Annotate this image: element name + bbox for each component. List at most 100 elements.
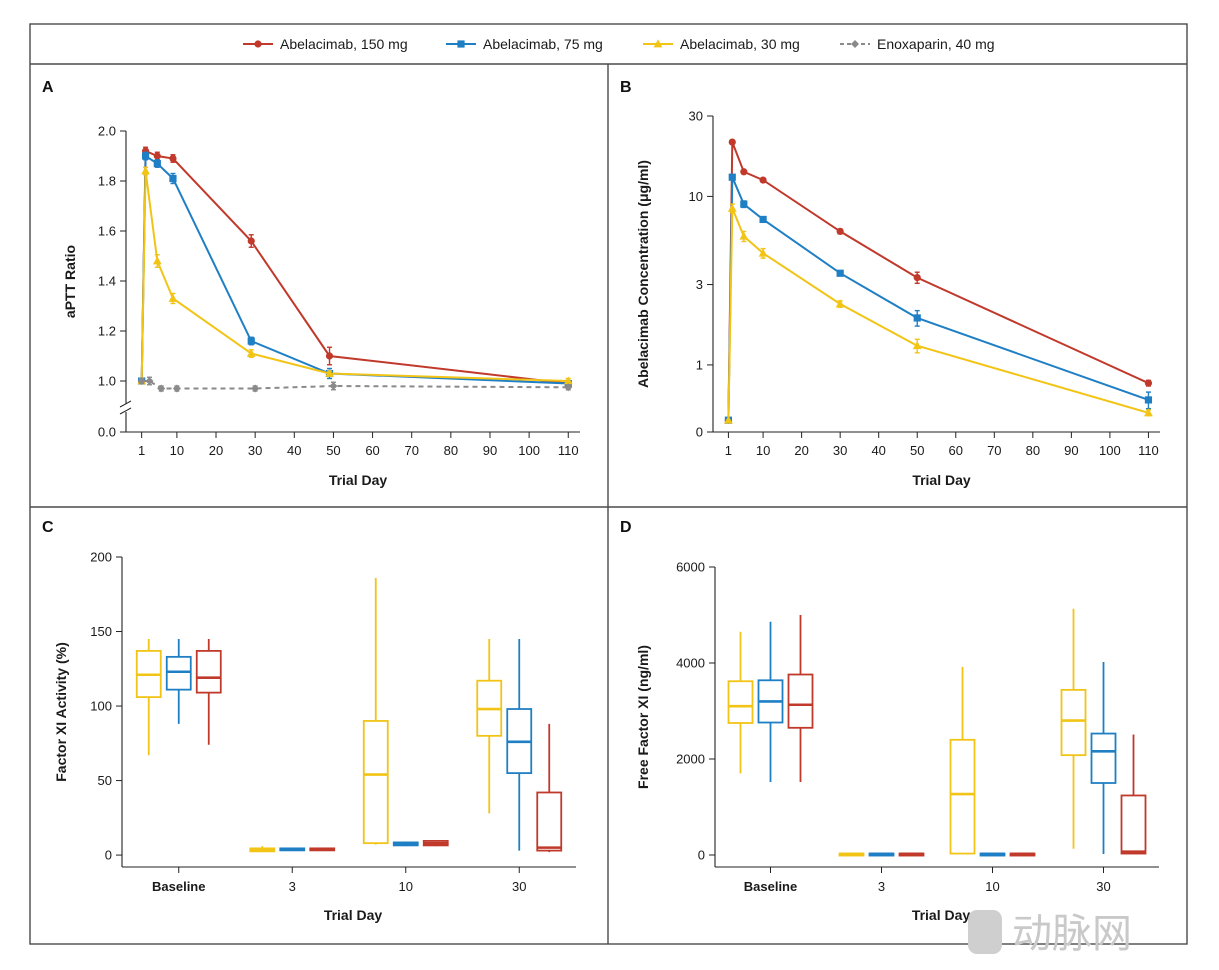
x-tick-label: 3 — [878, 879, 885, 894]
x-tick-label: Baseline — [152, 879, 205, 894]
data-point — [153, 152, 161, 160]
x-tick-label: 110 — [1138, 443, 1159, 458]
series — [137, 166, 573, 385]
watermark: 动脉网 — [968, 910, 1132, 956]
data-point — [739, 231, 749, 240]
legend-label: Abelacimab, 150 mg — [280, 36, 408, 52]
panel-label: A — [42, 79, 54, 96]
data-point — [169, 154, 177, 163]
data-point — [1144, 408, 1153, 417]
data-point — [153, 159, 161, 168]
x-tick-label: 50 — [326, 443, 340, 458]
data-point — [329, 382, 338, 390]
data-point — [246, 348, 256, 357]
x-axis-title: Trial Day — [912, 472, 971, 488]
box-plot — [949, 666, 976, 855]
x-tick-label: 100 — [518, 443, 540, 458]
legend: Abelacimab, 150 mg Abelacimab, 75 mg Abela… — [243, 36, 995, 52]
x-tick-label: 30 — [833, 443, 847, 458]
series-line — [140, 154, 569, 385]
data-point — [836, 269, 844, 277]
watermark-text: 动脉网 — [1012, 912, 1132, 956]
x-axis-title: Trial Day — [324, 907, 383, 923]
legend-marker — [653, 39, 663, 48]
x-tick-label: 40 — [871, 443, 885, 458]
panel-c: C 0 50 100 150 200 Baseline 3 10 30 Trial Day Facto… — [42, 519, 576, 923]
box-plot — [1060, 608, 1087, 849]
data-point — [759, 176, 767, 184]
panel-label: C — [42, 519, 54, 536]
series — [137, 376, 573, 393]
x-tick-label: 40 — [287, 443, 301, 458]
box-body — [362, 720, 389, 845]
box-plot — [279, 847, 306, 852]
legend-marker — [851, 40, 859, 48]
x-tick-label: 70 — [987, 443, 1001, 458]
x-tick-label: 30 — [1096, 879, 1110, 894]
data-point — [913, 273, 921, 282]
data-point — [835, 299, 845, 308]
data-point — [137, 377, 146, 385]
y-tick-label: 150 — [90, 624, 112, 639]
legend-label: Abelacimab, 30 mg — [680, 36, 800, 52]
box-plot — [979, 852, 1006, 857]
y-tick-label: 1.8 — [98, 174, 116, 189]
y-axis-title: aPTT Ratio — [62, 245, 78, 318]
data-point — [758, 248, 768, 257]
box-body — [536, 791, 563, 852]
data-point — [251, 384, 260, 393]
y-tick-label: 6000 — [676, 560, 705, 575]
y-tick-label: 0 — [696, 425, 703, 440]
y-tick-label: 4000 — [676, 656, 705, 671]
box-plot — [868, 852, 895, 857]
data-point — [740, 200, 748, 208]
box-plot — [392, 841, 419, 847]
box-plot — [309, 847, 336, 852]
y-tick-label: 1 — [696, 357, 703, 372]
box-plot — [1090, 662, 1117, 855]
legend-item: Abelacimab, 75 mg — [446, 36, 603, 52]
data-point — [141, 152, 150, 160]
y-tick-label: 30 — [689, 109, 703, 124]
data-point — [1144, 379, 1153, 387]
y-axis-title: Factor XI Activity (%) — [53, 642, 69, 782]
x-axis-title: Trial Day — [912, 907, 971, 923]
box-body — [727, 680, 754, 724]
box-body — [1090, 732, 1117, 784]
x-tick-label: 60 — [949, 443, 963, 458]
data-point — [728, 173, 736, 181]
y-tick-label: 0 — [698, 848, 705, 863]
data-point — [727, 203, 737, 212]
x-tick-label: 10 — [985, 879, 999, 894]
data-point — [913, 314, 921, 322]
data-point — [759, 215, 767, 224]
data-point — [169, 174, 177, 183]
box-plot — [1120, 734, 1147, 855]
data-point — [141, 166, 150, 175]
x-tick-label: 100 — [1099, 443, 1121, 458]
data-point — [1144, 396, 1153, 404]
box-body — [195, 649, 222, 694]
series-line — [727, 176, 1149, 421]
x-tick-label: 10 — [756, 443, 770, 458]
series — [724, 173, 1153, 424]
x-tick-label: 80 — [444, 443, 458, 458]
box-plot — [362, 577, 389, 845]
box-plot — [476, 638, 503, 814]
x-tick-label: 90 — [483, 443, 497, 458]
x-tick-label: 30 — [248, 443, 262, 458]
panel-d: D 0 2000 4000 6000 Baseline 3 10 30 Trial Day Free… — [620, 519, 1159, 923]
x-tick-label: Baseline — [744, 879, 797, 894]
box-plot — [249, 846, 276, 853]
y-tick-label: 2000 — [676, 752, 705, 767]
data-point — [325, 368, 334, 377]
x-tick-label: 110 — [558, 443, 579, 458]
panel-label: B — [620, 79, 632, 96]
data-point — [325, 352, 334, 360]
data-point — [564, 383, 573, 392]
data-point — [152, 256, 162, 265]
data-point — [247, 237, 255, 245]
watermark-logo — [968, 910, 1002, 954]
x-tick-label: 1 — [725, 443, 732, 458]
